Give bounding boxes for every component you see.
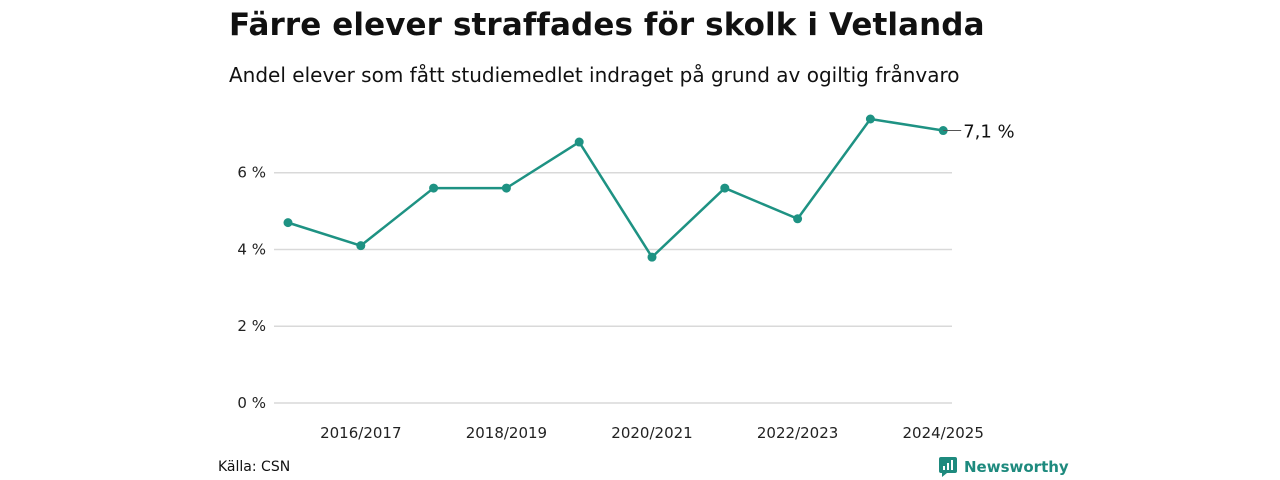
data-point — [574, 137, 584, 147]
x-tick-label: 2018/2019 — [466, 424, 547, 442]
x-tick-label: 2022/2023 — [757, 424, 838, 442]
data-series — [286, 117, 945, 259]
x-tick-label: 2024/2025 — [902, 424, 983, 442]
brand-logo: Newsworthy — [938, 456, 1069, 478]
grid-lines — [274, 171, 952, 404]
y-tick-label: 4 % — [237, 240, 266, 258]
data-points — [283, 114, 948, 262]
x-tick-label: 2016/2017 — [320, 424, 401, 442]
y-tick-label: 6 % — [237, 164, 266, 182]
newsworthy-logo-icon — [939, 457, 957, 477]
end-value-label: 7,1 % — [963, 122, 1014, 143]
data-point — [356, 241, 366, 251]
data-point — [283, 218, 293, 228]
data-point — [501, 183, 511, 193]
data-point — [429, 183, 439, 193]
data-point — [793, 214, 803, 224]
brand-name: Newsworthy — [964, 458, 1069, 476]
chart-title: Färre elever straffades för skolk i Vetl… — [229, 7, 985, 43]
data-point — [865, 114, 875, 124]
y-tick-label: 2 % — [237, 317, 266, 335]
end-label-group: 7,1 % — [943, 122, 1015, 143]
y-axis-tick-labels: 0 % 2 % 4 % 6 % — [237, 164, 266, 412]
x-tick-label: 2020/2021 — [611, 424, 692, 442]
chart-subtitle: Andel elever som fått studiemedlet indra… — [229, 63, 960, 87]
series-line — [286, 117, 945, 259]
y-tick-label: 0 % — [237, 394, 266, 412]
data-point — [647, 252, 657, 262]
x-axis-tick-labels: 2016/2017 2018/2019 2020/2021 2022/2023 2024… — [320, 424, 984, 442]
source-note: Källa: CSN — [218, 459, 291, 475]
data-point — [720, 183, 730, 193]
